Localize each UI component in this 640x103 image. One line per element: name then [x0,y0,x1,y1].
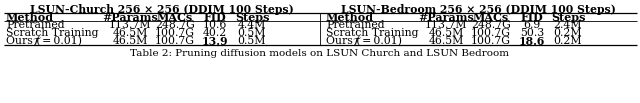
Text: Scratch Training: Scratch Training [6,28,99,38]
Text: 0.2M: 0.2M [554,28,582,38]
Text: 46.5M: 46.5M [112,36,148,46]
Text: = 0.01): = 0.01) [360,36,401,46]
Text: 100.7G: 100.7G [471,28,511,38]
Text: $\mathcal{T}$: $\mathcal{T}$ [351,35,362,47]
Text: 18.6: 18.6 [519,36,545,46]
Text: 113.7M: 113.7M [425,20,467,30]
Text: LSUN-Bedroom 256 × 256 (DDIM 100 Steps): LSUN-Bedroom 256 × 256 (DDIM 100 Steps) [341,4,616,15]
Text: 100.7G: 100.7G [155,28,195,38]
Text: 248.7G: 248.7G [471,20,511,30]
Text: Steps: Steps [551,12,585,22]
Text: = 0.01): = 0.01) [40,36,81,46]
Text: 100.7G: 100.7G [471,36,511,46]
Text: 248.7G: 248.7G [155,20,195,30]
Text: 50.3: 50.3 [520,28,544,38]
Text: 40.2: 40.2 [203,28,227,38]
Text: #Params: #Params [102,12,158,22]
Text: 10.6: 10.6 [203,20,227,30]
Text: MACs: MACs [157,12,193,22]
Text: $\mathcal{T}$: $\mathcal{T}$ [31,35,42,47]
Text: 100.7G: 100.7G [155,36,195,46]
Text: Method: Method [326,12,374,22]
Text: FID: FID [204,12,227,22]
Text: 46.5M: 46.5M [112,28,148,38]
Text: Pretrained: Pretrained [326,20,385,30]
Text: #Params: #Params [418,12,474,22]
Text: FID: FID [520,12,543,22]
Text: 0.5M: 0.5M [237,28,266,38]
Text: LSUN-Church 256 × 256 (DDIM 100 Steps): LSUN-Church 256 × 256 (DDIM 100 Steps) [30,4,294,15]
Text: 0.2M: 0.2M [554,36,582,46]
Text: MACs: MACs [473,12,509,22]
Text: 2.4M: 2.4M [554,20,582,30]
Text: 46.5M: 46.5M [428,28,464,38]
Text: 13.9: 13.9 [202,36,228,46]
Text: 4.4M: 4.4M [238,20,266,30]
Text: Table 2: Pruning diffusion models on LSUN Church and LSUN Bedroom: Table 2: Pruning diffusion models on LSU… [131,49,509,57]
Text: 113.7M: 113.7M [109,20,151,30]
Text: Steps: Steps [235,12,269,22]
Text: Ours (: Ours ( [326,36,360,46]
Text: Pretrained: Pretrained [6,20,65,30]
Text: Scratch Training: Scratch Training [326,28,419,38]
Text: Ours (: Ours ( [6,36,40,46]
Text: 46.5M: 46.5M [428,36,464,46]
Text: 6.9: 6.9 [524,20,541,30]
Text: 0.5M: 0.5M [237,36,266,46]
Text: Method: Method [6,12,54,22]
